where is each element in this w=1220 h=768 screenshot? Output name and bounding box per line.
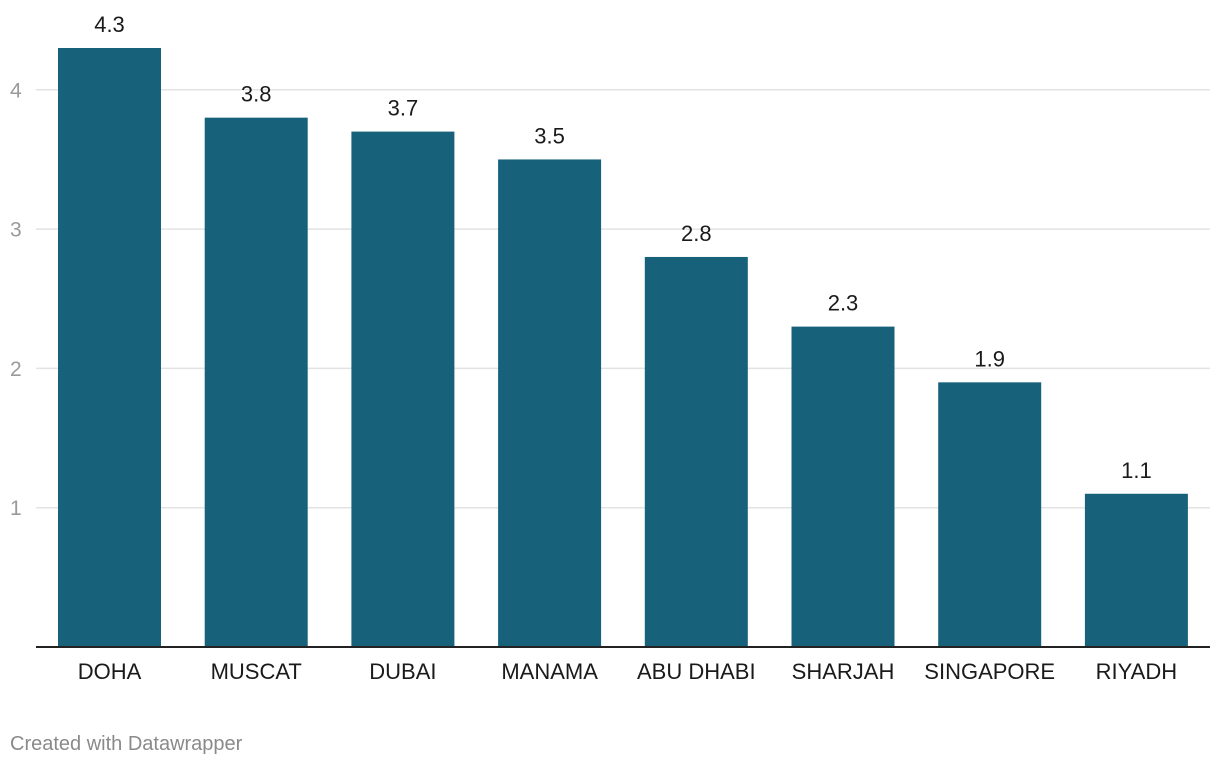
- value-label: 3.8: [241, 82, 272, 107]
- x-tick-label: DUBAI: [369, 659, 436, 684]
- value-label: 1.9: [974, 346, 1005, 371]
- value-labels: 4.3 3.8 3.7 3.5 2.8 2.3 1.9 1.1: [94, 12, 1151, 483]
- y-tick-label: 4: [10, 79, 22, 102]
- bar-riyadh: [1084, 493, 1188, 647]
- x-tick-label: MUSCAT: [211, 659, 302, 684]
- x-tick-label: DOHA: [78, 659, 142, 684]
- value-label: 1.1: [1121, 458, 1152, 483]
- bar-singapore: [938, 382, 1042, 647]
- value-label: 4.3: [94, 12, 125, 37]
- y-tick-label: 3: [10, 219, 22, 242]
- value-label: 2.3: [828, 291, 859, 316]
- bar-dubai: [351, 131, 455, 647]
- y-axis-ticks: 1 2 3 4: [10, 79, 22, 520]
- y-tick-label: 1: [10, 497, 22, 520]
- value-label: 3.7: [388, 96, 419, 121]
- bar-manama: [498, 159, 602, 647]
- bar-sharjah: [791, 326, 895, 647]
- x-axis-ticks: DOHA MUSCAT DUBAI MANAMA ABU DHABI SHARJAH SIN…: [78, 659, 1177, 684]
- x-tick-label: RIYADH: [1096, 659, 1178, 684]
- bars: [58, 48, 1188, 647]
- x-tick-label: SHARJAH: [792, 659, 895, 684]
- value-label: 3.5: [534, 123, 565, 148]
- value-label: 2.8: [681, 221, 712, 246]
- bar-abu-dhabi: [644, 256, 748, 647]
- datawrapper-credit: Created with Datawrapper: [10, 733, 243, 755]
- bar-doha: [58, 48, 161, 647]
- x-tick-label: SINGAPORE: [924, 659, 1055, 684]
- x-tick-label: ABU DHABI: [637, 659, 756, 684]
- x-tick-label: MANAMA: [501, 659, 598, 684]
- y-tick-label: 2: [10, 358, 22, 381]
- bar-muscat: [204, 117, 308, 647]
